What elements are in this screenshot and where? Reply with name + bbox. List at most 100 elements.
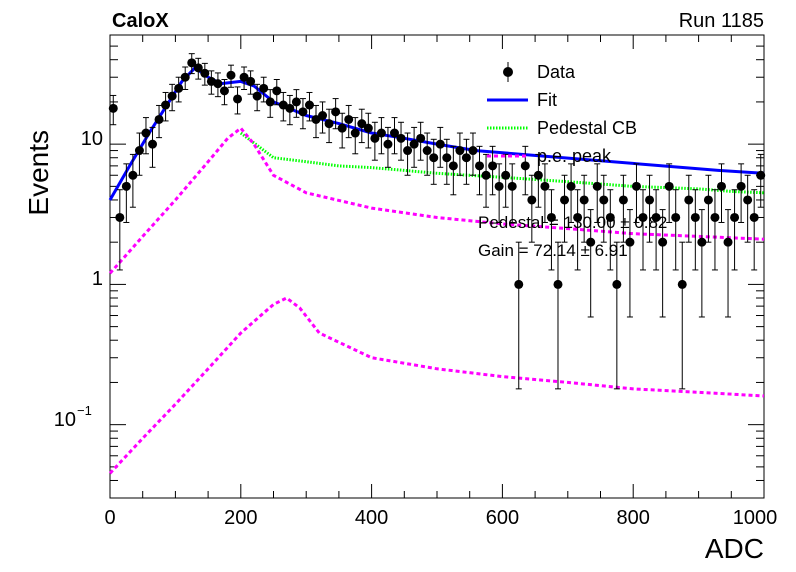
data-point [193,63,203,73]
x-tick-label: 600 [486,507,519,529]
data-point [291,97,301,107]
data-point [618,195,628,205]
data-point [553,279,563,289]
series-line-p-e-peak-3 [108,126,765,275]
data-point [213,79,223,89]
data-point [422,146,432,156]
data-point [396,133,406,143]
data-point [115,212,125,222]
data-point [749,212,759,222]
data-point [533,170,543,180]
data-point [664,181,674,191]
data-point [370,133,380,143]
data-point [514,279,524,289]
plot-series [108,53,766,475]
data-point [134,146,144,156]
data-point [690,212,700,222]
experiment-label: CaloX [112,10,169,32]
x-tick-label: 400 [355,507,388,529]
data-point [219,86,229,96]
legend-entry-data: Data [503,62,576,82]
data-point [703,195,713,205]
data-point [612,279,622,289]
y-axis-label: Events [23,130,54,216]
data-point [383,139,393,149]
data-point [448,161,458,171]
data-point [167,91,177,101]
legend-label-pe-peak: p.e. peak [537,146,612,166]
data-point [285,103,295,113]
data-point [684,195,694,205]
data-point [344,114,354,124]
x-axis-label: ADC [705,533,764,564]
data-point [566,181,576,191]
data-point [154,114,164,124]
data-point [488,161,498,171]
data-point [252,91,262,101]
legend-entry-pe-peak: p.e. peak [487,146,612,166]
x-tick-labels: 0 200 400 600 800 1000 [104,507,777,529]
data-point [409,139,419,149]
data-point [141,128,151,138]
data-point [743,195,753,205]
data-point [363,123,373,133]
data-point [357,119,367,129]
data-point [148,139,158,149]
data-point [697,237,707,247]
data-point [239,72,249,82]
data-point [756,170,766,180]
legend-entry-pedestal: Pedestal CB [487,118,637,138]
x-tick-label: 1000 [733,507,778,529]
data-point [389,128,399,138]
data-point [324,119,334,129]
x-tick-label: 200 [224,507,257,529]
x-tick-label: 0 [104,507,115,529]
data-point [187,58,197,68]
data-point [108,103,118,113]
data-point [350,128,360,138]
y-tick-labels: 10 1 10 −1 [54,128,103,431]
data-point [259,83,269,93]
data-point [677,279,687,289]
data-point [455,146,465,156]
data-point [376,128,386,138]
data-point [625,237,635,247]
data-point [540,181,550,191]
data-point [507,181,517,191]
data-point [651,212,661,222]
y-tick-label: 10 [81,128,103,150]
run-label: Run 1185 [679,10,764,32]
data-point [501,170,511,180]
legend-label-fit: Fit [537,90,557,110]
data-point [527,195,537,205]
data-point [416,133,426,143]
data-point [429,153,439,163]
legend-label-data: Data [537,62,576,82]
data-point [128,170,138,180]
data-point [573,212,583,222]
data-point [337,123,347,133]
data-point [592,181,602,191]
plot-frame [109,34,765,499]
legend-entry-fit: Fit [487,90,557,110]
data-point [723,237,733,247]
data-point [161,100,171,110]
data-point [579,195,589,205]
pedestal-annotation: Pedestal = 130.00 ± 0.82 [478,213,667,232]
data-point [671,212,681,222]
data-point [174,83,184,93]
data-point [645,195,655,205]
data-point [226,70,236,80]
data-point [710,212,720,222]
data-point [265,97,275,107]
data-point [272,86,282,96]
data-point [403,146,413,156]
legend: Data Fit Pedestal CB p.e. peak [487,62,637,166]
data-point [638,212,648,222]
data-point [311,114,321,124]
data-point [233,94,243,104]
data-point [180,72,190,82]
series-line-p-e-peak-4 [108,296,765,475]
data-point [435,139,445,149]
